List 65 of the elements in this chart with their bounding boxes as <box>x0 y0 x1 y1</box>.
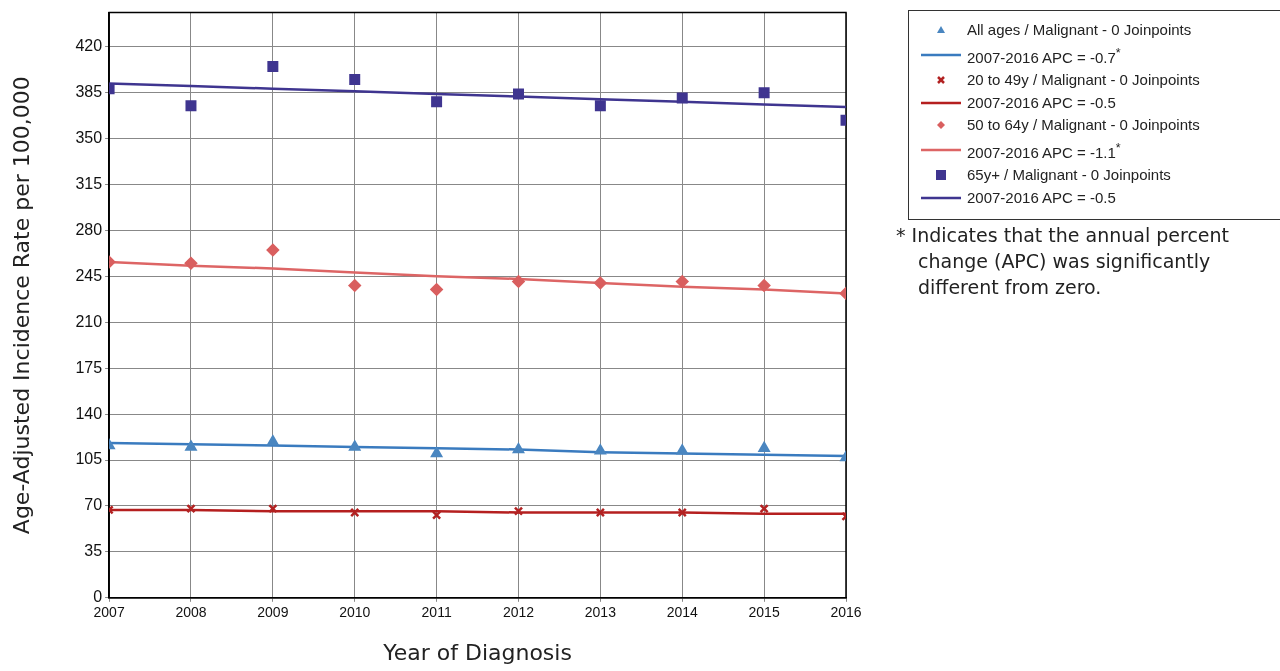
point <box>676 444 688 455</box>
y-tick-label: 70 <box>84 496 103 514</box>
y-tick-label: 0 <box>93 588 103 606</box>
x-axis-title: Year of Diagnosis <box>382 639 572 665</box>
y-tick-label: 245 <box>75 266 103 284</box>
point <box>431 96 443 108</box>
legend-label: 2007-2016 APC = -0.5 <box>967 92 1116 113</box>
y-tick-label: 385 <box>75 83 103 101</box>
point <box>513 506 524 516</box>
point <box>349 440 361 451</box>
x-tick-label: 2008 <box>175 604 207 621</box>
x-tick-label: 2007 <box>93 604 125 621</box>
y-tick-label: 35 <box>84 542 103 560</box>
point <box>186 503 196 514</box>
point <box>758 87 770 99</box>
legend-label: 20 to 49y / Malignant - 0 Joinpoints <box>967 70 1200 90</box>
y-tick-label: 105 <box>75 450 103 468</box>
x-tick-label: 2016 <box>830 604 862 621</box>
y-axis-title: Age-Adjusted Incidence Rate per 100,000 <box>8 76 34 535</box>
point <box>185 100 197 112</box>
point <box>349 507 360 518</box>
point <box>677 507 688 518</box>
y-tick-label: 350 <box>75 128 103 146</box>
legend-label: 65y+ / Malignant - 0 Joinpoints <box>967 165 1171 185</box>
y-tick-label: 140 <box>75 404 103 422</box>
x-tick-label: 2009 <box>257 604 289 621</box>
legend-label: 2007-2016 APC = -0.7$^{*}$ <box>967 44 1121 68</box>
x-tick-label: 2014 <box>666 604 699 621</box>
point <box>267 60 279 72</box>
y-tick-label: 420 <box>75 37 103 55</box>
point <box>349 74 361 86</box>
point <box>512 88 524 100</box>
y-tick-label: 315 <box>75 174 103 192</box>
x-tick-label: 2010 <box>339 604 371 621</box>
point <box>348 279 361 292</box>
y-tick-label: 280 <box>75 220 103 238</box>
x-tick-label: 2011 <box>421 604 452 621</box>
x-tick-label: 2012 <box>502 604 535 621</box>
point <box>595 507 606 518</box>
point <box>757 279 771 292</box>
legend-label: 50 to 64y / Malignant - 0 Joinpoints <box>967 115 1200 135</box>
point <box>185 440 197 451</box>
legend-label: 2007-2016 APC = -1.1$^{*}$ <box>967 139 1121 163</box>
point <box>184 256 198 270</box>
point <box>266 243 280 257</box>
y-tick-label: 210 <box>75 312 103 330</box>
point <box>759 503 769 514</box>
point <box>268 503 278 514</box>
point <box>594 276 607 290</box>
point <box>431 447 443 458</box>
legend-label: All ages / Malignant - 0 Joinpoints <box>967 20 1192 40</box>
point <box>267 435 279 446</box>
x-tick-label: 2013 <box>584 604 617 621</box>
y-tick-label: 175 <box>75 358 103 376</box>
x-tick-label: 2015 <box>748 604 780 621</box>
point <box>758 441 770 452</box>
point <box>594 444 606 455</box>
point <box>594 100 606 112</box>
point <box>512 443 525 454</box>
text: * Indicates that the annual percent change (APC) was significantly different from zero. <box>896 223 1231 300</box>
point <box>675 275 689 288</box>
point <box>512 275 525 288</box>
point <box>430 283 443 296</box>
legend-label: 2007-2016 APC = -0.5 <box>967 187 1116 208</box>
point <box>676 92 688 104</box>
